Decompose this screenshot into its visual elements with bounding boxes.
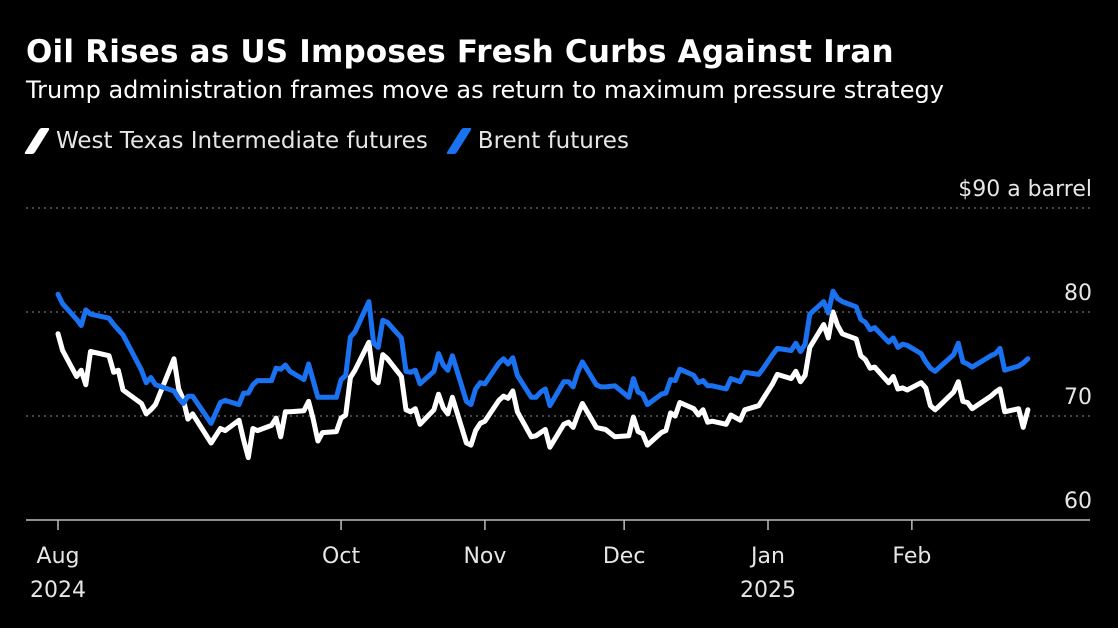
x-tick-year-2025: 2025 bbox=[740, 578, 796, 603]
series-lines bbox=[55, 288, 1031, 461]
x-tick-label-aug: Aug bbox=[37, 544, 80, 569]
y-tick-label-70: 70 bbox=[1064, 385, 1092, 410]
y-axis-labels: $90 a barrel 80 70 60 bbox=[958, 177, 1092, 514]
y-tick-label-60: 60 bbox=[1064, 489, 1092, 514]
x-tick-label-dec: Dec bbox=[603, 544, 646, 569]
series-line-wti bbox=[55, 309, 1031, 461]
x-tick-label-nov: Nov bbox=[463, 544, 506, 569]
x-tick-year-2024: 2024 bbox=[30, 578, 86, 603]
chart-title: Oil Rises as US Imposes Fresh Curbs Agai… bbox=[26, 34, 894, 70]
chart-legend: West Texas Intermediate futures Brent fu… bbox=[23, 128, 649, 154]
x-tick-label-jan: Jan bbox=[749, 544, 785, 569]
series-line-brent bbox=[55, 288, 1031, 426]
gridlines bbox=[26, 207, 1090, 521]
x-axis: Aug 2024 Oct Nov Dec Jan 2025 Feb bbox=[30, 520, 931, 603]
chart-subtitle: Trump administration frames move as retu… bbox=[26, 76, 944, 104]
y-tick-label-90: $90 a barrel bbox=[958, 177, 1092, 202]
legend-label-brent: Brent futures bbox=[477, 128, 629, 154]
y-tick-label-80: 80 bbox=[1064, 281, 1092, 306]
legend-item-wti: West Texas Intermediate futures bbox=[23, 128, 428, 154]
x-tick-label-feb: Feb bbox=[892, 544, 931, 569]
legend-label-wti: West Texas Intermediate futures bbox=[56, 128, 428, 154]
x-tick-label-oct: Oct bbox=[322, 544, 360, 569]
legend-item-brent: Brent futures bbox=[445, 128, 629, 154]
